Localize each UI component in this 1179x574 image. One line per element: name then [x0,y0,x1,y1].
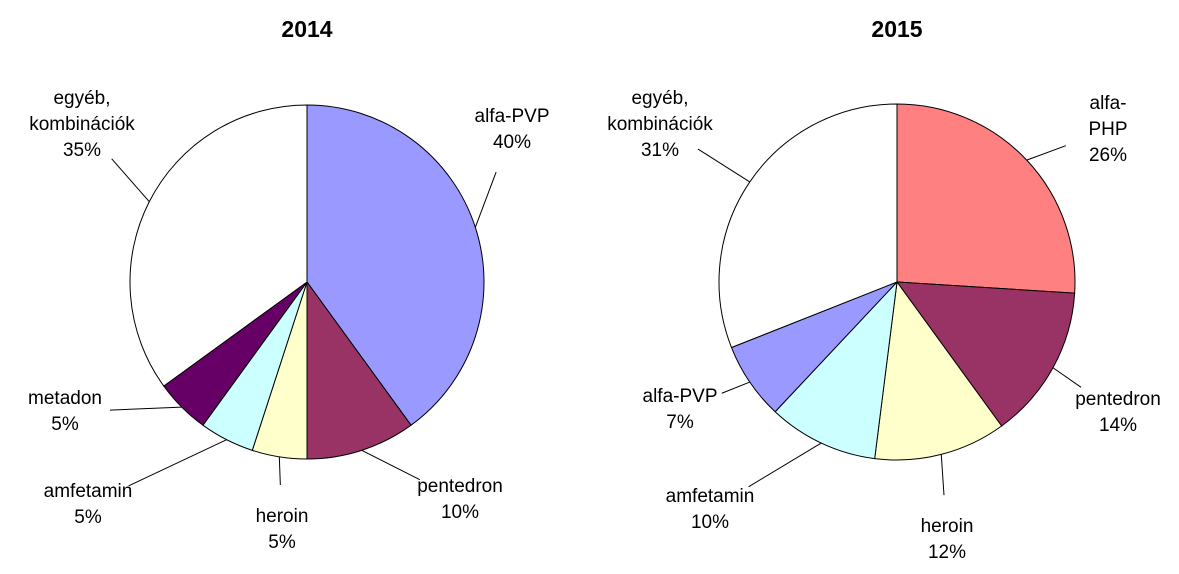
pie-slice [774,280,898,460]
slice-value-label: 40% [492,132,532,153]
slice-label: egyéb, kombinációk 35% [15,86,150,164]
slice-name: pentedron [417,476,503,497]
pie-slice [896,103,1076,294]
leader-line [111,158,150,202]
slice-label: pentedron 14% [1075,387,1161,439]
slice-value-label: 5% [51,414,79,435]
slice-name: pentedron [1075,389,1161,410]
slice-value-label: 31% [640,140,680,161]
slice-value-label: 10% [440,502,480,523]
slice-value-label: 7% [666,412,694,433]
slice-name: alfa-PVP [642,386,718,407]
slice-name: egyéb, kombinációk [29,88,135,135]
leader-line [1052,367,1082,388]
slice-value-label: 35% [62,140,102,161]
pie-slice [895,281,1076,427]
slice-label: heroin 12% [921,514,974,566]
slice-name: alfa-PHP [1088,93,1128,140]
slice-label: pentedron 10% [417,474,503,526]
slice-name: metadon [28,388,102,409]
slice-label: alfa-PVP 40% [475,104,550,156]
slice-name: heroin [920,516,974,537]
slice-name: amfetamin [43,481,133,502]
leader-line [721,381,750,394]
pie-slice [718,103,898,349]
slice-value-label: 12% [927,542,967,563]
leader-line [278,456,281,486]
leader-line [697,148,751,183]
leader-line [361,449,421,481]
chart-title: 2015 [871,16,923,42]
slice-label: egyéb, kombinációk 31% [593,86,728,164]
slice-value-label: 5% [74,507,102,528]
pie-slice [306,280,412,460]
slice-label: alfa-PHP 26% [1073,91,1144,169]
leader-line [109,406,182,411]
leader-line [128,439,227,487]
slice-name: amfetamin [665,486,755,507]
pie-slice [874,280,1003,461]
slice-value-label: 10% [690,512,730,533]
slice-label: amfetamin 5% [44,479,133,531]
slice-value-label: 5% [268,532,296,553]
leader-line [474,171,497,228]
leader-line [748,442,822,488]
slice-name: alfa-PVP [474,106,550,127]
slice-value-label: 26% [1088,145,1128,166]
slice-label: metadon 5% [28,386,102,438]
pie-slice [306,104,485,426]
slice-label: alfa-PVP 7% [643,384,718,436]
slice-label: heroin 5% [256,504,309,556]
slice-label: amfetamin 10% [666,484,755,536]
pie-slice [129,104,308,387]
leader-line [940,454,945,496]
slice-name: heroin [255,506,309,527]
leader-line [1026,145,1066,161]
slice-name: egyéb, kombinációk [607,88,713,135]
chart-title: 2014 [281,16,333,42]
slice-value-label: 14% [1098,415,1138,436]
